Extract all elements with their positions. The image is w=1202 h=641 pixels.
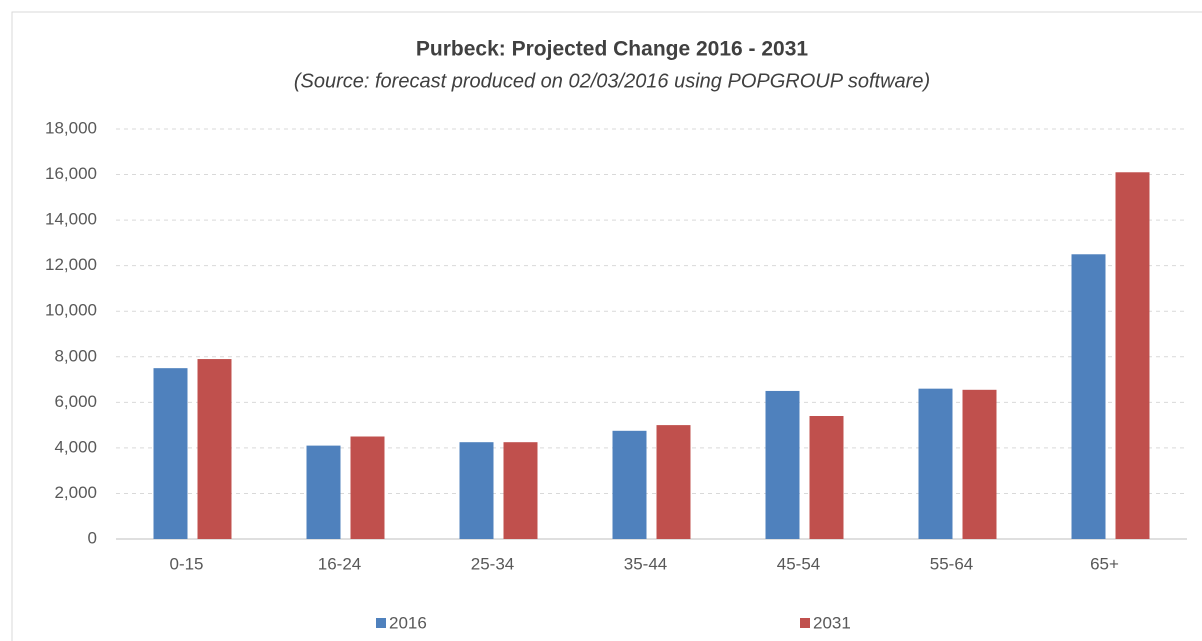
- bar: [765, 390, 800, 539]
- bar: [656, 425, 691, 539]
- y-tick-label: 0: [88, 528, 97, 547]
- x-tick-label: 25-34: [471, 554, 514, 573]
- bar: [612, 430, 647, 539]
- bar: [306, 445, 341, 539]
- bar: [1071, 254, 1106, 539]
- x-tick-label: 0-15: [169, 554, 203, 573]
- y-tick-label: 4,000: [54, 437, 97, 456]
- bar: [197, 359, 232, 539]
- legend-label: 2031: [813, 613, 851, 632]
- bar: [962, 389, 997, 539]
- x-tick-label: 45-54: [777, 554, 820, 573]
- x-tick-label: 65+: [1090, 554, 1119, 573]
- chart-subtitle: (Source: forecast produced on 02/03/2016…: [294, 70, 930, 92]
- y-tick-label: 16,000: [45, 164, 97, 183]
- bar: [153, 368, 188, 539]
- legend-label: 2016: [389, 613, 427, 632]
- x-tick-label: 35-44: [624, 554, 667, 573]
- legend-swatch: [800, 618, 810, 628]
- bar: [350, 436, 385, 539]
- y-tick-label: 18,000: [45, 118, 97, 137]
- y-tick-label: 10,000: [45, 301, 97, 320]
- bar: [459, 442, 494, 539]
- bar: [503, 442, 538, 539]
- bar: [918, 388, 953, 539]
- y-tick-label: 12,000: [45, 255, 97, 274]
- chart-title: Purbeck: Projected Change 2016 - 2031: [416, 38, 808, 61]
- chart-border: [11, 11, 1202, 641]
- y-tick-label: 6,000: [54, 392, 97, 411]
- x-tick-label: 55-64: [930, 554, 973, 573]
- x-tick-label: 16-24: [318, 554, 361, 573]
- legend-swatch: [376, 618, 386, 628]
- bar: [809, 416, 844, 539]
- y-tick-label: 14,000: [45, 210, 97, 229]
- bar: [1115, 172, 1150, 539]
- y-tick-label: 2,000: [54, 483, 97, 502]
- y-tick-label: 8,000: [54, 346, 97, 365]
